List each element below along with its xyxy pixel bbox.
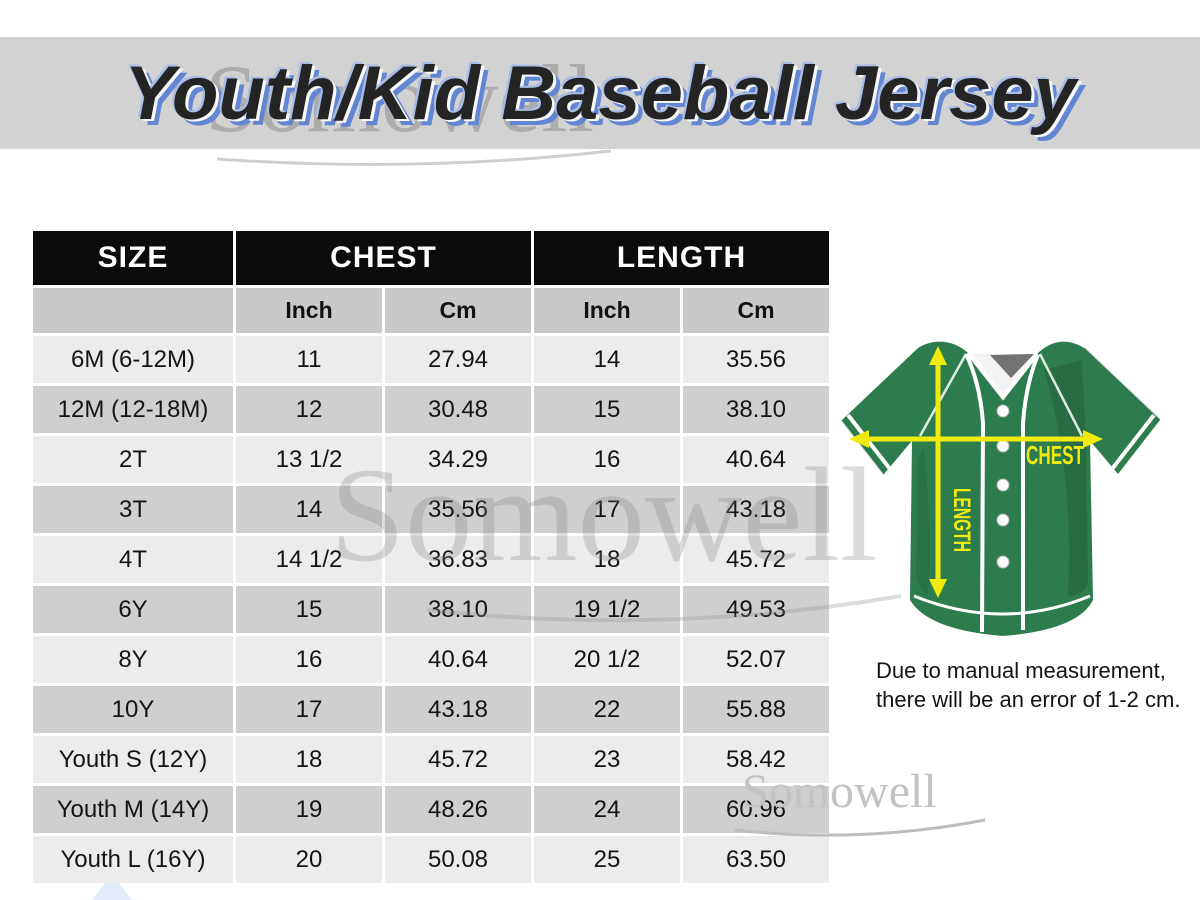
- cell-chest-cm: 40.64: [385, 636, 531, 683]
- cell-size: Youth L (16Y): [33, 836, 233, 883]
- cell-size: Youth S (12Y): [33, 736, 233, 783]
- table-row: Youth S (12Y) 18 45.72 23 58.42: [33, 736, 829, 783]
- table-row: 8Y 16 40.64 20 1/2 52.07: [33, 636, 829, 683]
- cell-length-cm: 52.07: [683, 636, 829, 683]
- cell-length-inch: 19 1/2: [534, 586, 680, 633]
- cell-length-inch: 22: [534, 686, 680, 733]
- cell-length-cm: 49.53: [683, 586, 829, 633]
- cell-length-inch: 15: [534, 386, 680, 433]
- cell-chest-inch: 14: [236, 486, 382, 533]
- cell-chest-cm: 50.08: [385, 836, 531, 883]
- watermark-text-bottom: Somowell: [742, 765, 937, 818]
- cell-chest-inch: 13 1/2: [236, 436, 382, 483]
- unit-header-row: Inch Cm Inch Cm: [33, 288, 829, 333]
- chest-arrow: [849, 430, 1103, 448]
- col-header-chest: CHEST: [236, 231, 531, 285]
- cell-chest-inch: 15: [236, 586, 382, 633]
- watermark-text-top: Somowell: [205, 45, 595, 152]
- unit-header-chest-inch: Inch: [236, 288, 382, 333]
- cell-length-cm: 35.56: [683, 336, 829, 383]
- unit-header-chest-cm: Cm: [385, 288, 531, 333]
- cell-length-cm: 58.42: [683, 736, 829, 783]
- table-row: 6M (6-12M) 11 27.94 14 35.56: [33, 336, 829, 383]
- table-row: 10Y 17 43.18 22 55.88: [33, 686, 829, 733]
- cell-chest-cm: 45.72: [385, 736, 531, 783]
- table-row: 6Y 15 38.10 19 1/2 49.53: [33, 586, 829, 633]
- cell-length-cm: 43.18: [683, 486, 829, 533]
- cell-length-inch: 18: [534, 536, 680, 583]
- page-title: Youth/Kid Baseball Jersey: [124, 50, 1076, 136]
- table-row: 4T 14 1/2 36.83 18 45.72: [33, 536, 829, 583]
- cell-size: 6M (6-12M): [33, 336, 233, 383]
- measurement-note: Due to manual measurement, there will be…: [876, 657, 1180, 714]
- cell-size: 10Y: [33, 686, 233, 733]
- cell-chest-inch: 11: [236, 336, 382, 383]
- cell-length-cm: 38.10: [683, 386, 829, 433]
- cell-length-inch: 17: [534, 486, 680, 533]
- cell-length-cm: 63.50: [683, 836, 829, 883]
- cell-size: 12M (12-18M): [33, 386, 233, 433]
- unit-header-length-cm: Cm: [683, 288, 829, 333]
- col-header-length: LENGTH: [534, 231, 829, 285]
- unit-header-empty: [33, 288, 233, 333]
- cell-size: 6Y: [33, 586, 233, 633]
- cell-chest-inch: 19: [236, 786, 382, 833]
- table-row: Youth M (14Y) 19 48.26 24 60.96: [33, 786, 829, 833]
- cell-chest-inch: 14 1/2: [236, 536, 382, 583]
- table-row: 12M (12-18M) 12 30.48 15 38.10: [33, 386, 829, 433]
- watermark-swoosh-bottom: [734, 818, 986, 837]
- cell-chest-inch: 17: [236, 686, 382, 733]
- size-table-body: 6M (6-12M) 11 27.94 14 35.56 12M (12-18M…: [33, 336, 829, 883]
- cell-size: 8Y: [33, 636, 233, 683]
- cell-length-inch: 23: [534, 736, 680, 783]
- note-line-1: Due to manual measurement,: [876, 658, 1166, 683]
- cell-length-inch: 25: [534, 836, 680, 883]
- cell-chest-cm: 43.18: [385, 686, 531, 733]
- watermark-swoosh-top: [216, 149, 612, 166]
- length-label: LENGTH: [948, 488, 975, 552]
- cell-length-inch: 20 1/2: [534, 636, 680, 683]
- title-banner: Somowell Youth/Kid Baseball Jersey: [0, 37, 1200, 166]
- cell-chest-cm: 35.56: [385, 486, 531, 533]
- jersey-illustration: CHEST LENGTH: [841, 341, 1161, 636]
- cell-length-inch: 24: [534, 786, 680, 833]
- cell-size: 4T: [33, 536, 233, 583]
- jersey-neck: [967, 352, 1039, 401]
- col-header-size: SIZE: [33, 231, 233, 285]
- jersey-buttons: [996, 404, 1010, 569]
- cell-size: 2T: [33, 436, 233, 483]
- table-row: 3T 14 35.56 17 43.18: [33, 486, 829, 533]
- size-chart-table: SIZE CHEST LENGTH Inch Cm Inch Cm 6M (6-…: [30, 228, 832, 886]
- table-row: 2T 13 1/2 34.29 16 40.64: [33, 436, 829, 483]
- cell-chest-inch: 20: [236, 836, 382, 883]
- cell-chest-cm: 48.26: [385, 786, 531, 833]
- cell-chest-cm: 36.83: [385, 536, 531, 583]
- cell-size: Youth M (14Y): [33, 786, 233, 833]
- table-row: Youth L (16Y) 20 50.08 25 63.50: [33, 836, 829, 883]
- cell-length-cm: 55.88: [683, 686, 829, 733]
- note-line-2: there will be an error of 1-2 cm.: [876, 686, 1181, 712]
- cell-length-cm: 45.72: [683, 536, 829, 583]
- cell-length-cm: 60.96: [683, 786, 829, 833]
- cell-length-inch: 16: [534, 436, 680, 483]
- unit-header-length-inch: Inch: [534, 288, 680, 333]
- cell-chest-cm: 38.10: [385, 586, 531, 633]
- cell-chest-cm: 30.48: [385, 386, 531, 433]
- jersey-placket: [913, 353, 1091, 633]
- cell-chest-cm: 27.94: [385, 336, 531, 383]
- cell-chest-inch: 16: [236, 636, 382, 683]
- cell-length-inch: 14: [534, 336, 680, 383]
- cell-chest-inch: 18: [236, 736, 382, 783]
- length-arrow: [929, 346, 947, 598]
- group-header-row: SIZE CHEST LENGTH: [33, 231, 829, 285]
- cell-chest-inch: 12: [236, 386, 382, 433]
- chest-label: CHEST: [1026, 440, 1084, 470]
- cell-chest-cm: 34.29: [385, 436, 531, 483]
- cell-size: 3T: [33, 486, 233, 533]
- cell-length-cm: 40.64: [683, 436, 829, 483]
